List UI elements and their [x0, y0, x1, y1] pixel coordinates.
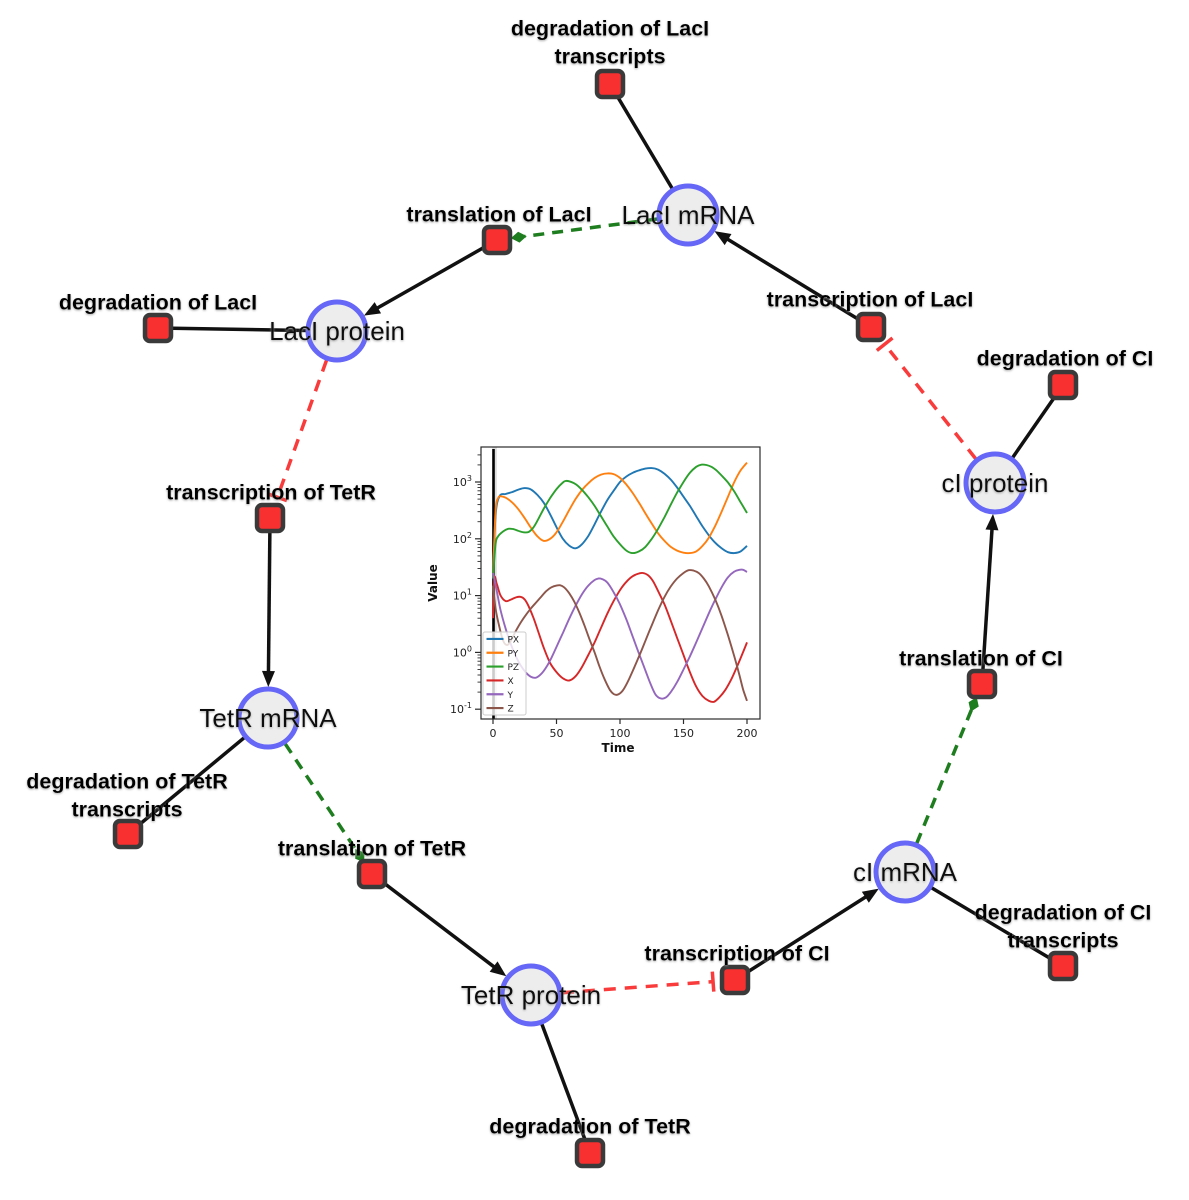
reaction-label-deg-tetR-0: degradation of TetR [489, 1115, 691, 1139]
reaction-label-translation-tetR-0: translation of TetR [278, 837, 467, 861]
x-tick-label: 0 [490, 727, 497, 740]
y-tick-label: 10-1 [450, 701, 472, 716]
reaction-label-deg-cI-transcripts-1: transcripts [1007, 929, 1118, 953]
plot-ylabel: Value [426, 564, 440, 602]
legend-label-X: X [508, 677, 514, 687]
edge-transcription-lacI-lacI-mRNA-arrowhead [714, 231, 732, 246]
reaction-label-deg-tetR-transcripts-0: degradation of TetR [26, 770, 228, 794]
series-line-PY [492, 461, 748, 579]
edge-translation-cI-cI-protein-arrowhead [985, 513, 999, 531]
reaction-label-translation-cI-0: translation of CI [899, 647, 1063, 671]
reaction-label-transcription-lacI-0: transcription of LacI [767, 288, 974, 312]
y-tick-label: 101 [453, 588, 472, 603]
edge-transcription-cI-cI-mRNA-arrowhead [861, 888, 879, 903]
edge-lacI-protein-transcription-tetR-tee [267, 492, 288, 503]
edge-transcription-tetR-tetR-mRNA [266, 517, 272, 677]
species-node-tetR-protein[interactable] [499, 963, 563, 1027]
edge-translation-lacI-lacI-protein-arrowhead [363, 302, 382, 316]
reaction-node-deg-cI[interactable] [1047, 369, 1079, 401]
series-line-PZ [492, 463, 748, 579]
species-label-tetR-mRNA: TetR mRNA [199, 703, 337, 733]
edges-layer [126, 83, 1065, 1154]
edge-transcription-tetR-tetR-mRNA-arrowhead [261, 670, 275, 688]
y-tick-label: 100 [453, 644, 472, 659]
edge-translation-tetR-tetR-protein [370, 872, 499, 971]
edge-cI-mRNA-translation-cI [915, 709, 974, 844]
species-node-cI-mRNA[interactable] [873, 840, 937, 904]
reaction-label-deg-lacI-transcripts-0: degradation of LacI [511, 17, 709, 41]
reaction-node-deg-lacI-transcripts[interactable] [594, 68, 626, 100]
edge-tetR-protein-transcription-cI-tee [710, 971, 716, 992]
x-tick-label: 150 [673, 727, 694, 740]
reaction-node-translation-lacI[interactable] [481, 224, 513, 256]
species-node-cI-protein[interactable] [963, 451, 1027, 515]
legend-label-Y: Y [507, 691, 514, 701]
legend-box [482, 631, 527, 716]
edge-translation-cI-cI-protein [980, 524, 995, 685]
reaction-node-deg-cI-transcripts[interactable] [1047, 950, 1079, 982]
series-line-Z [492, 569, 748, 702]
edge-translation-tetR-tetR-protein-arrowhead [489, 961, 507, 977]
reaction-node-transcription-lacI[interactable] [855, 311, 887, 343]
edge-tetR-mRNA-translation-tetR [283, 742, 358, 852]
species-node-tetR-mRNA[interactable] [236, 686, 300, 750]
series-line-PX [492, 467, 748, 579]
species-label-lacI-protein: LacI protein [269, 316, 405, 346]
y-tick-label: 103 [453, 474, 472, 489]
edge-lacI-protein-transcription-tetR [275, 359, 329, 498]
reaction-label-transcription-cI-0: transcription of CI [644, 942, 829, 966]
reaction-label-deg-lacI-0: degradation of LacI [59, 291, 257, 315]
reaction-label-deg-lacI-transcripts-1: transcripts [554, 45, 665, 69]
species-node-lacI-protein[interactable] [305, 299, 369, 363]
edge-lacI-mRNA-translation-lacI [524, 217, 658, 239]
legend-label-Z: Z [508, 705, 514, 715]
reaction-node-translation-cI[interactable] [966, 668, 998, 700]
reaction-label-deg-cI-transcripts-0: degradation of CI [975, 901, 1152, 925]
edge-cI-mRNA-translation-cI-arrowhead [968, 696, 979, 712]
edge-tetR-protein-transcription-cI [561, 979, 714, 995]
x-tick-label: 200 [737, 727, 758, 740]
edge-cI-protein-transcription-lacI [883, 343, 978, 460]
series-line-X [492, 571, 748, 703]
x-tick-label: 50 [550, 727, 564, 740]
edge-lacI-mRNA-translation-lacI-arrowhead [510, 231, 527, 243]
labels-layer: degradation of LacI transcripts translatio… [26, 17, 1153, 1139]
x-tick-label: 100 [610, 727, 631, 740]
reaction-label-translation-lacI-0: translation of LacI [406, 203, 591, 227]
edge-cI-protein-transcription-lacI-tee [875, 336, 894, 352]
reaction-node-deg-lacI[interactable] [142, 312, 174, 344]
legend-label-PZ: PZ [508, 663, 520, 673]
reaction-node-deg-tetR-transcripts[interactable] [112, 818, 144, 850]
inset-plot: 0 50 100 150 200 103 102 101 100 10-1 PX PY PZ XYZ Ti… [426, 446, 761, 755]
legend-label-PY: PY [508, 649, 519, 659]
species-label-cI-protein: cI protein [942, 468, 1049, 498]
series-line-Y [492, 568, 748, 700]
reaction-node-transcription-tetR[interactable] [254, 502, 286, 534]
species-node-lacI-mRNA[interactable] [656, 183, 720, 247]
reaction-label-deg-cI-0: degradation of CI [977, 347, 1154, 371]
plot-legend: PX PY PZ XYZ [482, 631, 527, 716]
reaction-label-transcription-tetR-0: transcription of TetR [166, 481, 376, 505]
reaction-node-transcription-cI[interactable] [719, 964, 751, 996]
reaction-node-translation-tetR[interactable] [356, 858, 388, 890]
species-label-cI-mRNA: cI mRNA [853, 857, 958, 887]
edge-transcription-lacI-lacI-mRNA [722, 235, 872, 329]
nodes-layer [112, 68, 1079, 1169]
edge-transcription-cI-cI-mRNA [734, 893, 871, 982]
species-label-tetR-protein: TetR protein [461, 980, 601, 1010]
reaction-node-deg-tetR[interactable] [574, 1137, 606, 1169]
y-tick-label: 102 [453, 531, 472, 546]
reaction-label-deg-tetR-transcripts-1: transcripts [71, 798, 182, 822]
edge-translation-lacI-lacI-protein [372, 238, 498, 312]
legend-label-PX: PX [508, 635, 520, 645]
plot-xlabel: Time [602, 741, 635, 755]
plot-curves [492, 461, 748, 703]
species-label-lacI-mRNA: LacI mRNA [622, 200, 756, 230]
